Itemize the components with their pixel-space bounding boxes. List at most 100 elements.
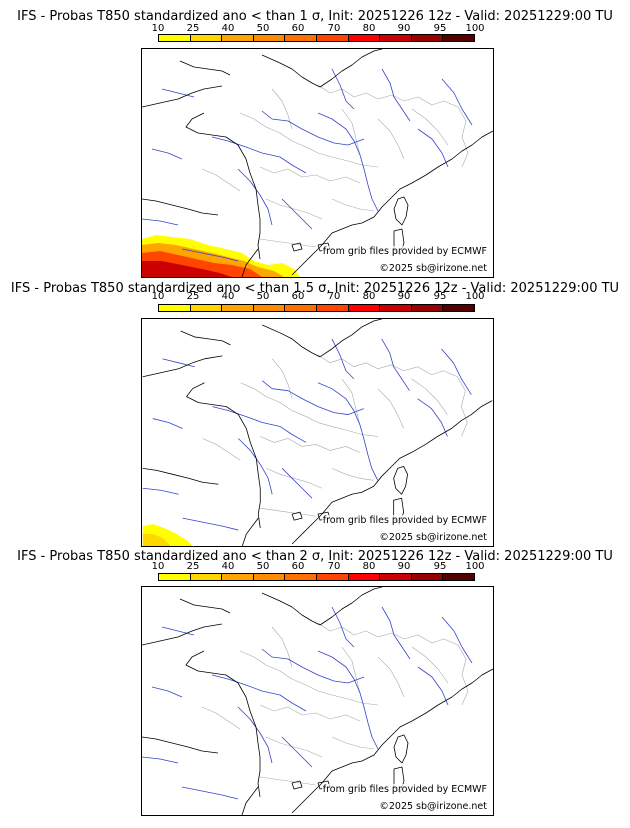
- coastline: [179, 60, 231, 76]
- colorbar-tick-label: 90: [397, 291, 411, 302]
- island: [291, 242, 303, 252]
- coastline: [391, 668, 493, 736]
- admin-border: [457, 106, 469, 168]
- colorbar-segment: [316, 574, 349, 580]
- admin-border: [260, 436, 360, 453]
- copyright-credit: ©2025 sb@irizone.net: [378, 801, 488, 812]
- colorbar-tick-label: 60: [291, 561, 305, 572]
- coastline: [185, 112, 261, 260]
- map-france: [142, 587, 493, 815]
- island: [291, 511, 303, 521]
- river: [211, 674, 307, 712]
- colorbar-ticks: 10 25 40 50 60 70 80 90 95 100: [0, 23, 630, 37]
- island: [393, 734, 409, 764]
- copyright-credit: ©2025 sb@irizone.net: [378, 532, 488, 543]
- admin-border: [411, 108, 449, 146]
- river: [151, 686, 183, 698]
- colorbar-tick-label: 90: [397, 23, 411, 34]
- map-panel-1sigma: IFS - Probas T850 standardized ano < tha…: [0, 0, 630, 278]
- river: [237, 706, 273, 764]
- colorbar-segment: [285, 574, 317, 580]
- river: [151, 148, 183, 160]
- colorbar-segment: [316, 305, 349, 311]
- admin-border: [240, 382, 293, 411]
- coastline: [321, 196, 393, 246]
- river: [237, 168, 273, 226]
- colorbar-segment: [443, 35, 474, 41]
- admin-border: [457, 376, 468, 437]
- river: [281, 468, 313, 499]
- river: [281, 198, 313, 230]
- river: [142, 487, 179, 495]
- colorbar-tick-label: 70: [327, 23, 341, 34]
- colorbar-tick-label: 10: [151, 291, 165, 302]
- river: [331, 606, 355, 648]
- coastline: [291, 513, 323, 545]
- coastline: [261, 592, 321, 626]
- colorbar-tick-label: 10: [151, 561, 165, 572]
- coastline: [262, 324, 321, 358]
- coastline: [391, 130, 493, 198]
- coastline: [391, 400, 493, 467]
- river: [381, 68, 411, 122]
- river: [261, 648, 365, 684]
- admin-border: [291, 410, 378, 437]
- colorbar-tick-label: 25: [186, 291, 200, 302]
- colorbar-segment: [411, 305, 444, 311]
- admin-border: [271, 358, 293, 399]
- map-panel-1-5sigma: IFS - Probas T850 standardized ano < tha…: [0, 270, 630, 548]
- colorbar-tick-label: 60: [291, 291, 305, 302]
- colorbar-segment: [159, 305, 191, 311]
- coastline: [180, 330, 231, 346]
- river: [152, 418, 183, 429]
- colorbar-segment: [380, 35, 412, 41]
- river: [317, 650, 379, 750]
- coastline: [291, 782, 323, 814]
- colorbar-tick-label: 95: [433, 291, 447, 302]
- colorbar-segment: [443, 305, 474, 311]
- coastline: [142, 467, 219, 485]
- colorbar-segment: [411, 574, 444, 580]
- panel-title: IFS - Probas T850 standardized ano < tha…: [10, 281, 620, 296]
- colorbar-tick-label: 50: [256, 291, 270, 302]
- coastline: [241, 517, 259, 546]
- coastline: [319, 49, 383, 88]
- river: [331, 68, 355, 110]
- colorbar-tick-label: 25: [186, 561, 200, 572]
- colorbar-segment: [253, 574, 286, 580]
- coastline: [291, 244, 323, 276]
- colorbar-segment: [380, 305, 412, 311]
- colorbar-ticks: 10 25 40 50 60 70 80 90 95 100: [0, 561, 630, 575]
- colorbar-segment: [348, 574, 381, 580]
- river: [182, 517, 239, 531]
- map-frame: from grib files provided by ECMWF ©2025 …: [141, 318, 494, 547]
- colorbar-segment: [159, 574, 191, 580]
- river: [212, 406, 307, 443]
- panel-title: IFS - Probas T850 standardized ano < tha…: [17, 549, 613, 564]
- colorbar-segment: [159, 35, 191, 41]
- coastline: [319, 319, 382, 358]
- colorbar-tick-label: 95: [433, 23, 447, 34]
- colorbar-tick-label: 90: [397, 561, 411, 572]
- map-frame: from grib files provided by ECMWF ©2025 …: [141, 48, 494, 278]
- admin-border: [259, 776, 317, 786]
- colorbar-segment: [316, 35, 349, 41]
- admin-border: [291, 140, 379, 168]
- river: [381, 338, 410, 391]
- coastline: [186, 382, 261, 529]
- admin-border: [239, 650, 293, 680]
- colorbar-tick-label: 40: [221, 291, 235, 302]
- colorbar: [158, 34, 475, 42]
- colorbar-segment: [222, 305, 254, 311]
- colorbar-segment: [285, 305, 317, 311]
- river: [417, 666, 449, 706]
- admin-border: [377, 118, 405, 160]
- admin-border: [259, 238, 317, 248]
- colorbar-segment: [443, 574, 474, 580]
- colorbar-ticks: 10 25 40 50 60 70 80 90 95 100: [0, 291, 630, 305]
- colorbar-tick-label: 50: [256, 23, 270, 34]
- river: [161, 88, 195, 98]
- coastline: [241, 786, 259, 815]
- map-panel-2sigma: IFS - Probas T850 standardized ano < tha…: [0, 540, 630, 820]
- admin-border: [201, 168, 241, 192]
